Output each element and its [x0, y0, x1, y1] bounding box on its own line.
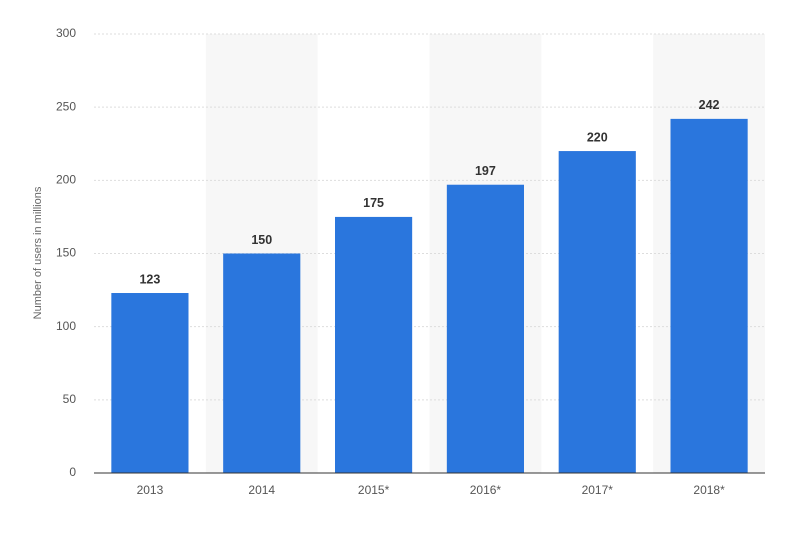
x-tick-label: 2015*: [358, 483, 390, 497]
y-tick-label: 100: [56, 319, 76, 333]
x-tick-label: 2017*: [582, 483, 614, 497]
y-tick-label: 200: [56, 173, 76, 187]
x-tick-label: 2014: [248, 483, 275, 497]
y-axis-label: Number of users in millions: [32, 186, 44, 319]
y-tick-label: 0: [69, 465, 76, 479]
x-tick-label: 2013: [137, 483, 164, 497]
value-label: 242: [699, 98, 720, 112]
bar: [335, 216, 413, 473]
bar: [446, 184, 524, 473]
x-tick-label: 2016*: [470, 483, 502, 497]
bar: [558, 151, 636, 474]
value-label: 197: [475, 164, 496, 178]
value-label: 150: [251, 233, 272, 247]
bar: [670, 118, 748, 473]
y-tick-label: 250: [56, 99, 76, 113]
value-label: 220: [587, 130, 608, 144]
bar: [111, 293, 189, 473]
y-tick-label: 150: [56, 246, 76, 260]
value-label: 175: [363, 196, 384, 210]
y-tick-label: 300: [56, 26, 76, 40]
value-label: 123: [139, 272, 160, 286]
y-tick-label: 50: [63, 392, 77, 406]
x-tick-label: 2018*: [693, 483, 725, 497]
bar: [223, 253, 301, 473]
